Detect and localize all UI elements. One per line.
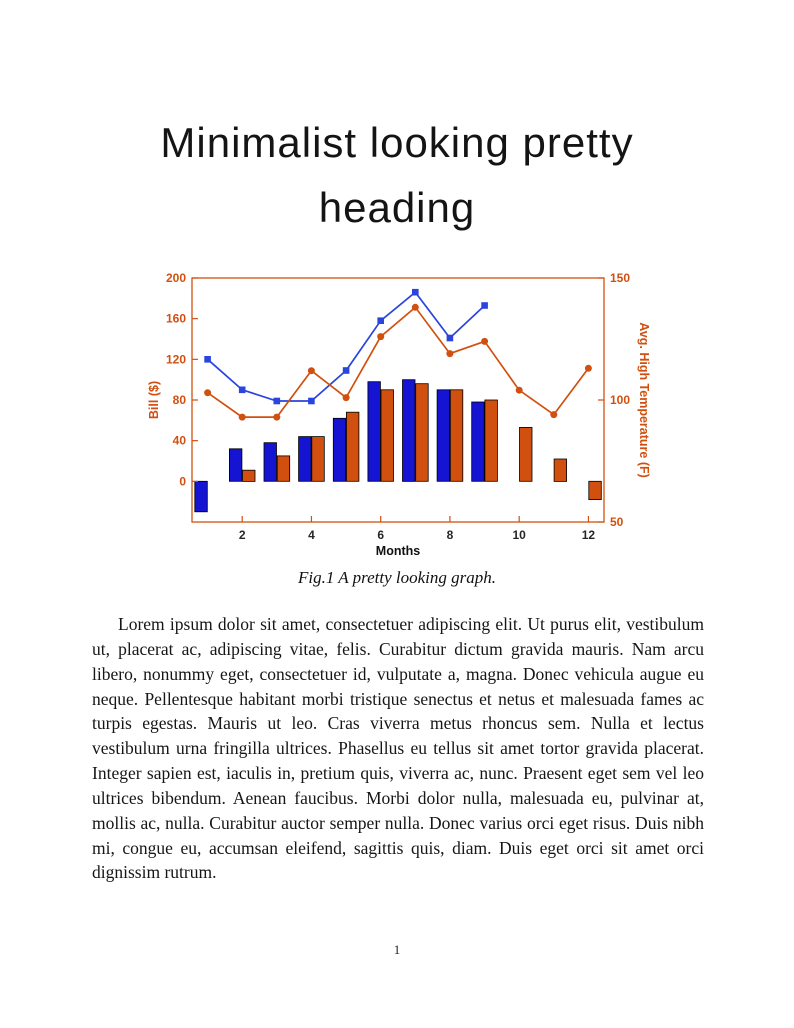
bill-bars-orange-bar xyxy=(276,455,291,482)
left-axis-label: Bill ($) xyxy=(147,381,161,419)
temperature-line-orange-marker xyxy=(584,364,592,372)
bill-line-blue xyxy=(207,290,486,402)
temperature-line-orange-marker xyxy=(238,413,246,421)
chart-svg: 0 40 80 120 160 200 50 100 150 2 4 6 8 10 12 Bill ($) Av… xyxy=(147,271,650,558)
right-tick-label: 100 xyxy=(610,393,630,407)
bill-line-blue-marker xyxy=(308,397,315,405)
left-tick-label: 80 xyxy=(173,393,187,407)
page-title: Minimalist looking pretty heading xyxy=(160,119,634,232)
x-tick-label: 8 xyxy=(447,528,454,542)
bill-line-blue-marker xyxy=(342,367,350,374)
bill-bars-orange-bar xyxy=(553,458,568,482)
bill-line-blue-marker xyxy=(481,302,488,309)
temperature-line-orange-marker xyxy=(342,394,350,402)
right-tick-label: 150 xyxy=(610,271,630,285)
bill-bars-orange-bar xyxy=(588,480,602,501)
temperature-line-orange-marker xyxy=(377,333,385,341)
temperature-line-orange-marker xyxy=(515,386,523,394)
bill-bars-blue-bar xyxy=(367,381,381,482)
bill-bars-orange-bar xyxy=(345,411,360,482)
bill-bars-orange-bar xyxy=(311,436,325,482)
bill-bars-blue-bar xyxy=(263,442,277,482)
left-tick-label: 120 xyxy=(166,352,186,366)
right-tick-label: 50 xyxy=(610,515,624,529)
bill-bars-blue-bar xyxy=(471,401,485,482)
x-tick-label: 6 xyxy=(377,528,384,542)
x-tick-label: 2 xyxy=(239,528,246,542)
combo-chart: 0 40 80 120 160 200 50 100 150 2 4 6 8 10 12 Bill ($) Av… xyxy=(144,268,650,560)
plot-box xyxy=(191,277,605,523)
x-tick-label: 12 xyxy=(582,528,596,542)
left-tick-label: 0 xyxy=(179,474,186,488)
bill-line-blue-marker xyxy=(446,334,454,342)
bill-bars-blue-bar xyxy=(332,417,347,482)
bill-bars-blue-bar xyxy=(436,389,451,482)
bill-bars-orange-bar xyxy=(242,469,256,482)
left-tick-label: 40 xyxy=(173,434,187,448)
bill-line-blue-marker xyxy=(377,317,384,324)
bill-bars-orange-bar xyxy=(449,389,464,482)
bill-bars-blue-bar xyxy=(298,436,312,482)
temperature-line-orange xyxy=(207,306,590,418)
figure: 0 40 80 120 160 200 50 100 150 2 4 6 8 10 12 Bill ($) Av… xyxy=(144,268,650,588)
bill-bars-orange-bar xyxy=(380,389,394,482)
temperature-line-orange-marker xyxy=(446,350,454,358)
right-axis-label: Avg. High Temperature (F) xyxy=(637,322,650,478)
temperature-line-orange-marker xyxy=(481,337,489,345)
temperature-line-orange-marker xyxy=(307,367,315,375)
figure-caption: Fig.1 A pretty looking graph. xyxy=(297,568,496,587)
left-tick-label: 160 xyxy=(166,312,186,326)
bill-bars-orange-bar xyxy=(415,383,429,482)
bill-bars-orange-bar xyxy=(484,399,498,482)
bill-bars-blue-bar xyxy=(229,448,243,482)
bill-bars-blue-bar xyxy=(402,379,416,482)
bill-line-blue-marker xyxy=(412,288,419,296)
left-tick-label: 200 xyxy=(166,271,186,285)
x-tick-label: 10 xyxy=(512,528,526,542)
body-paragraph: Lorem ipsum dolor sit amet, consectetuer… xyxy=(92,614,704,883)
page-number: 1 xyxy=(393,942,401,957)
x-tick-label: 4 xyxy=(308,528,315,542)
bill-bars-blue-bar xyxy=(194,480,208,513)
bill-line-blue-marker xyxy=(204,356,211,363)
bill-line-blue-marker xyxy=(273,397,281,405)
temperature-line-orange-marker xyxy=(550,411,558,419)
bill-line-blue-marker xyxy=(238,386,246,394)
temperature-line-orange-marker xyxy=(411,303,419,311)
temperature-line-orange-marker xyxy=(273,413,281,421)
x-axis-label: Months xyxy=(376,544,420,558)
bill-bars-orange-bar xyxy=(519,426,533,482)
temperature-line-orange-marker xyxy=(204,389,212,397)
